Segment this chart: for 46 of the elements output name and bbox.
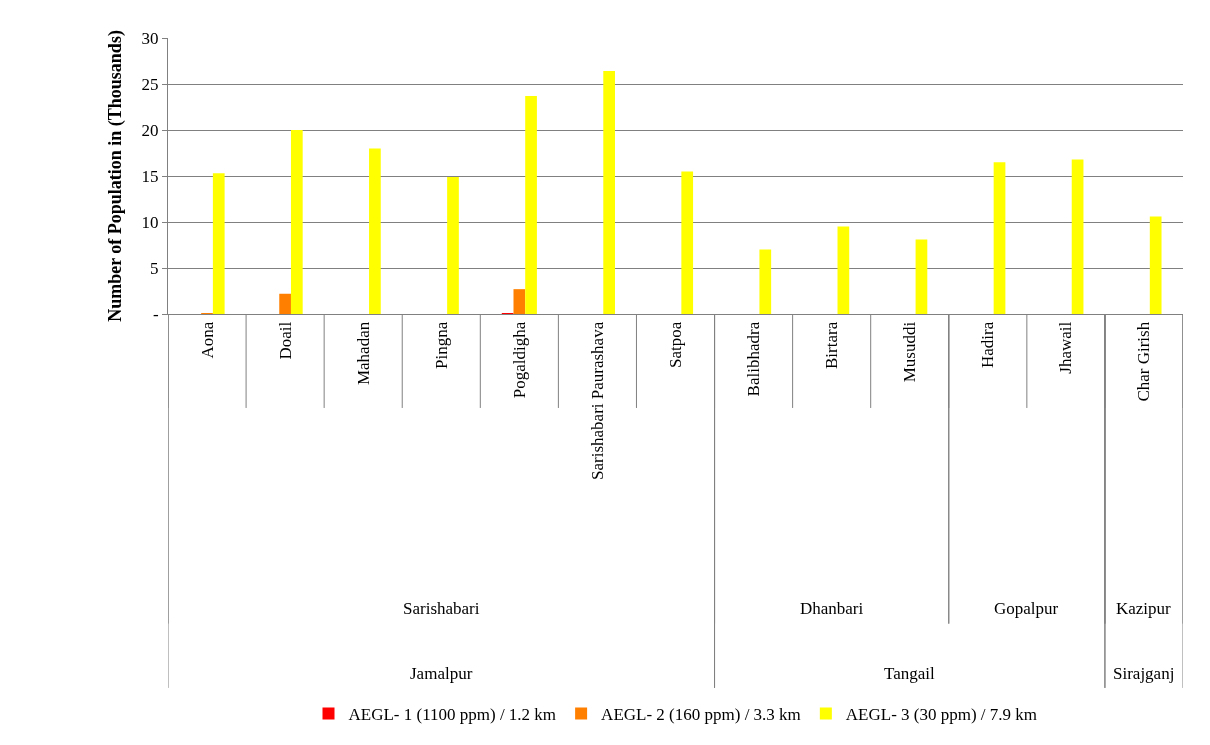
x-tick-label: Sarishabari Paurashava [587, 321, 607, 480]
x-tick-label: Satpoa [666, 321, 686, 369]
legend-label: AEGL- 3 (30 ppm) / 7.9 km [845, 705, 1038, 725]
x-tick-label: Aona [197, 321, 217, 359]
y-tick-label: 20 [141, 120, 159, 140]
x-tick-label: Balibhadra [744, 321, 764, 397]
bar [1149, 216, 1162, 314]
text: Sarishabari [403, 599, 480, 618]
bar [525, 95, 537, 314]
text: Sirajganj [1113, 664, 1175, 683]
legend-label: AEGL- 2 (160 ppm) / 3.3 km [601, 705, 801, 725]
bar [290, 130, 303, 314]
y-tick-label: 25 [141, 74, 159, 94]
x-tick-label: Pingna [431, 321, 451, 370]
x-tick-label: Jhawail [1056, 321, 1076, 374]
text: Jamalpur [410, 664, 473, 683]
y-tick-label: 15 [141, 166, 159, 186]
bar [837, 226, 850, 314]
bar [279, 293, 291, 314]
x-tick-label: Pogaldigha [509, 321, 529, 399]
bar [759, 249, 772, 314]
x-tick-label: Mahadan [353, 321, 373, 386]
text: Dhanbari [800, 599, 864, 618]
bar [681, 171, 694, 314]
bar [447, 176, 459, 314]
x-tick-label: Doail [275, 321, 295, 360]
y-tick-label: 30 [141, 28, 159, 48]
y-tick-label: - [152, 304, 159, 324]
x-tick-label: Birtara [822, 321, 842, 369]
text: Kazipur [1116, 599, 1172, 618]
bar [915, 239, 928, 314]
y-tick-label: 10 [141, 212, 159, 232]
bar [1071, 159, 1084, 314]
bar [369, 148, 381, 314]
text: Tangail [884, 664, 936, 683]
legend-label: AEGL- 1 (1100 ppm) / 1.2 km [348, 705, 557, 725]
bar [603, 71, 615, 314]
x-tick-label: Char Girish [1134, 321, 1154, 402]
x-tick-label: Musuddi [900, 321, 920, 383]
text: Gopalpur [994, 599, 1059, 618]
bar [212, 173, 225, 314]
y-axis-title: Number of Population in (Thousands) [104, 30, 126, 322]
y-tick-label: 5 [150, 258, 159, 278]
bar [993, 162, 1006, 314]
x-tick-label: Hadira [978, 321, 998, 369]
bar [513, 289, 526, 314]
